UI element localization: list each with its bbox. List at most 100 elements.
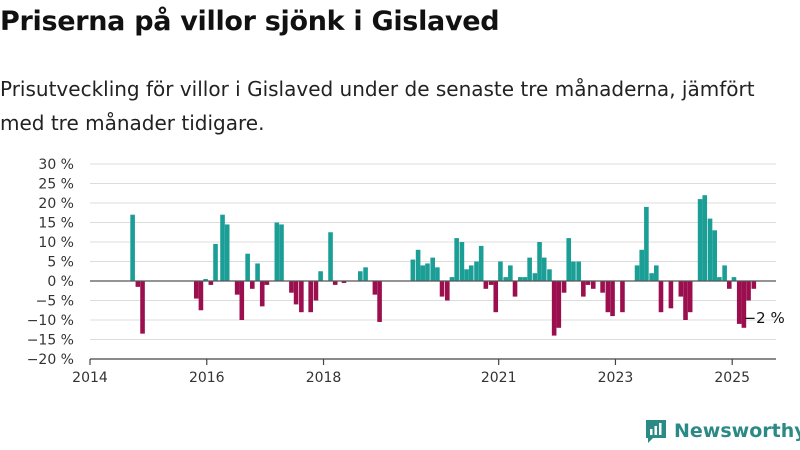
data-bar: [551, 281, 557, 336]
data-bar: [239, 281, 245, 320]
data-bar: [561, 281, 567, 293]
axes: [89, 280, 776, 365]
data-bar: [234, 281, 240, 295]
data-bar: [341, 281, 347, 283]
y-tick-label: −20 %: [27, 352, 74, 368]
data-bar: [318, 271, 323, 281]
data-bar: [741, 281, 747, 328]
data-bar: [571, 261, 576, 281]
data-bar: [140, 281, 145, 334]
data-bar: [279, 224, 284, 281]
data-bar: [435, 267, 440, 281]
data-bar: [668, 281, 674, 309]
data-bar: [308, 281, 313, 313]
data-bar: [527, 257, 532, 281]
data-bar: [585, 281, 591, 285]
data-bar: [415, 249, 421, 281]
data-bar: [358, 271, 363, 281]
data-bar: [605, 281, 611, 313]
data-bar: [293, 281, 299, 305]
data-bar: [259, 281, 265, 307]
data-bar: [512, 281, 518, 297]
data-bar: [377, 281, 382, 322]
x-tick-label: 2025: [714, 370, 750, 386]
data-bar: [255, 263, 260, 281]
x-tick-label: 2023: [598, 370, 634, 386]
data-bar: [687, 281, 693, 313]
newsworthy-icon: [646, 420, 666, 443]
data-bar: [547, 269, 552, 281]
y-tick-label: 0 %: [47, 274, 74, 290]
data-bar: [245, 253, 250, 281]
y-tick-label: −10 %: [27, 313, 74, 329]
data-bar: [644, 206, 649, 281]
data-bar: [224, 224, 230, 281]
data-bar: [541, 257, 547, 281]
data-bar: [590, 281, 596, 289]
data-bar: [517, 277, 523, 281]
data-bar: [464, 269, 469, 281]
data-bar: [220, 214, 225, 281]
data-bar: [508, 265, 513, 281]
data-bar: [193, 281, 199, 299]
data-bar: [610, 281, 615, 317]
data-bar: [328, 232, 333, 281]
data-bar: [264, 281, 270, 285]
data-bar: [702, 195, 708, 281]
data-bar: [488, 281, 494, 285]
y-tick-label: 5 %: [47, 255, 74, 271]
data-bar: [522, 277, 528, 281]
data-bar: [493, 281, 499, 313]
y-tick-label: 15 %: [38, 216, 74, 232]
gridlines: [90, 163, 776, 340]
data-bar: [439, 281, 445, 297]
brand-name: Newsworthy: [674, 420, 800, 442]
data-bar: [498, 261, 503, 281]
data-bar: [649, 273, 654, 281]
data-bar: [566, 238, 572, 281]
x-tick-label: 2018: [306, 370, 342, 386]
data-bar: [707, 218, 713, 281]
data-bar: [581, 281, 586, 297]
data-bar: [658, 281, 664, 313]
data-bar: [697, 199, 703, 281]
data-bar: [445, 281, 450, 301]
y-tick-label: −5 %: [36, 294, 74, 310]
data-bar: [731, 277, 737, 281]
data-bar: [751, 281, 757, 289]
x-tick-label: 2016: [189, 370, 225, 386]
data-bar: [483, 281, 489, 289]
data-bar: [454, 238, 459, 281]
bar-chart: 30 % 25 % 20 % 15 % 10 % 5 % 0 % −5 % −10 % −15 %…: [27, 157, 785, 386]
data-bar: [576, 261, 581, 281]
y-tick-label: −15 %: [27, 333, 74, 349]
data-bar: [726, 281, 732, 289]
tick-labels: 30 % 25 % 20 % 15 % 10 % 5 % 0 % −5 % −10 % −15 %…: [27, 157, 785, 386]
data-bar: [639, 249, 645, 281]
x-tick-label: 2014: [72, 370, 108, 386]
data-bar: [372, 281, 378, 295]
data-bar: [532, 273, 538, 281]
data-bar: [678, 281, 684, 297]
data-bar: [430, 257, 436, 281]
data-bar: [289, 281, 294, 293]
data-bar: [722, 265, 727, 281]
data-bar: [474, 261, 479, 281]
data-bar: [299, 281, 304, 313]
data-bar: [130, 214, 135, 281]
y-tick-label: 30 %: [38, 157, 74, 173]
data-bar: [213, 243, 218, 281]
data-bar: [332, 281, 338, 285]
data-bar: [503, 277, 508, 281]
data-bar: [459, 242, 465, 281]
data-bar: [420, 265, 426, 281]
annotation-label: −2 %: [744, 309, 785, 327]
chart-title: Priserna på villor sjönk i Gislaved: [0, 6, 500, 37]
data-bar: [363, 267, 368, 281]
data-bar: [410, 259, 416, 281]
data-bar: [274, 222, 280, 281]
y-tick-label: 20 %: [38, 196, 74, 212]
data-bar: [746, 281, 751, 301]
y-tick-label: 10 %: [38, 235, 74, 251]
data-bar: [620, 281, 625, 313]
